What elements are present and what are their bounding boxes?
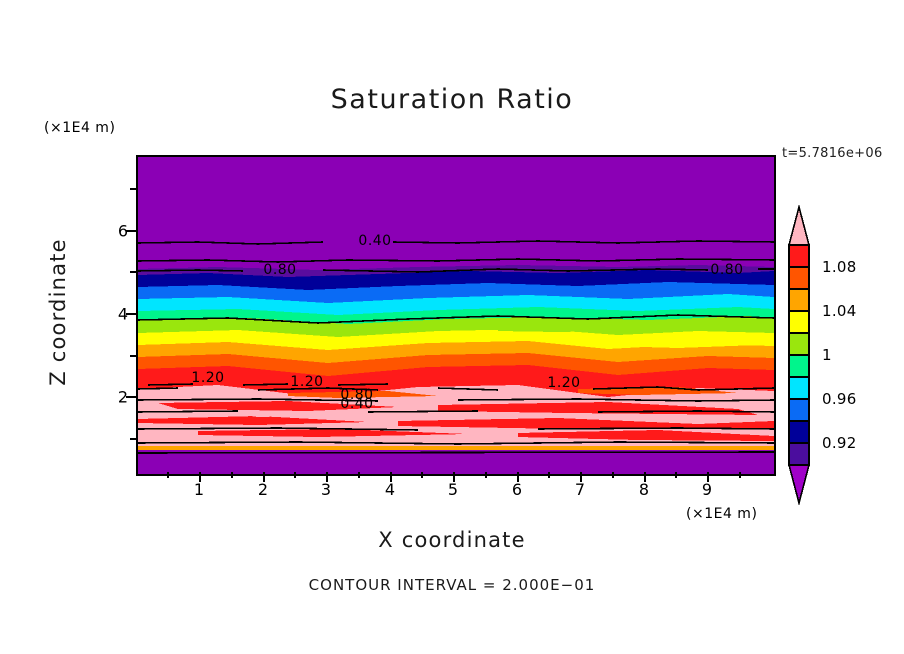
x-tick-label: 9 [701,480,713,499]
y-tick-major [126,396,136,398]
x-tick-minor [231,472,233,478]
y-tick-label: 6 [117,221,128,241]
x-tick-minor [612,472,614,478]
x-tick-minor [739,472,741,478]
chart-title: Saturation Ratio [330,84,574,115]
x-tick-label: 3 [320,480,332,499]
x-tick-label: 1 [193,480,205,499]
x-tick-major [263,472,265,482]
contour-label: 0.80 [710,262,744,278]
y-tick-minor [130,355,136,357]
x-tick-minor [485,472,487,478]
x-tick-label: 4 [384,480,396,499]
colorbar-tick-label: 0.92 [822,434,857,452]
y-tick-major [126,313,136,315]
x-axis-unit-label: (×1E4 m) [686,506,758,522]
plot-clip [138,157,774,474]
colorbar-tick-label: 1.08 [822,258,857,276]
x-tick-minor [167,472,169,478]
x-tick-minor [675,472,677,478]
x-tick-major [326,472,328,482]
x-tick-minor [548,472,550,478]
y-tick-label: 4 [117,304,128,324]
x-tick-major [390,472,392,482]
y-tick-minor [130,188,136,190]
plot-area [136,155,776,476]
x-tick-label: 8 [638,480,650,499]
y-tick-major [126,230,136,232]
x-tick-minor [358,472,360,478]
x-tick-major [644,472,646,482]
contour-label: 0.80 [263,262,297,278]
x-tick-major [517,472,519,482]
contour-label: 0.80 [340,387,374,403]
colorbar [782,205,816,505]
contour-label: 1.20 [290,374,324,390]
x-tick-label: 7 [574,480,586,499]
x-tick-major [707,472,709,482]
contour-label: 1.20 [547,375,581,391]
x-tick-major [453,472,455,482]
y-axis-title: Z coordinate [46,238,70,386]
x-tick-label: 5 [447,480,459,499]
contour-interval-caption: CONTOUR INTERVAL = 2.000E−01 [308,576,596,594]
contour-label: 0.40 [340,396,374,412]
x-tick-minor [421,472,423,478]
x-tick-major [580,472,582,482]
x-tick-major [199,472,201,482]
saturation-field-heatmap [138,157,774,474]
contour-label: 0.40 [358,233,392,249]
colorbar-tick-label: 1.04 [822,302,857,320]
contour-label: 1.20 [191,370,225,386]
x-tick-label: 6 [511,480,523,499]
y-tick-label: 2 [117,387,128,407]
y-tick-minor [130,271,136,273]
colorbar-tick-label: 0.96 [822,390,857,408]
y-axis-unit-label: (×1E4 m) [44,120,116,136]
y-tick-minor [130,438,136,440]
colorbar-tick-label: 1 [822,346,832,364]
x-tick-label: 2 [257,480,269,499]
x-tick-minor [294,472,296,478]
time-annotation: t=5.7816e+06 [782,146,883,161]
x-axis-title: X coordinate [378,528,526,552]
